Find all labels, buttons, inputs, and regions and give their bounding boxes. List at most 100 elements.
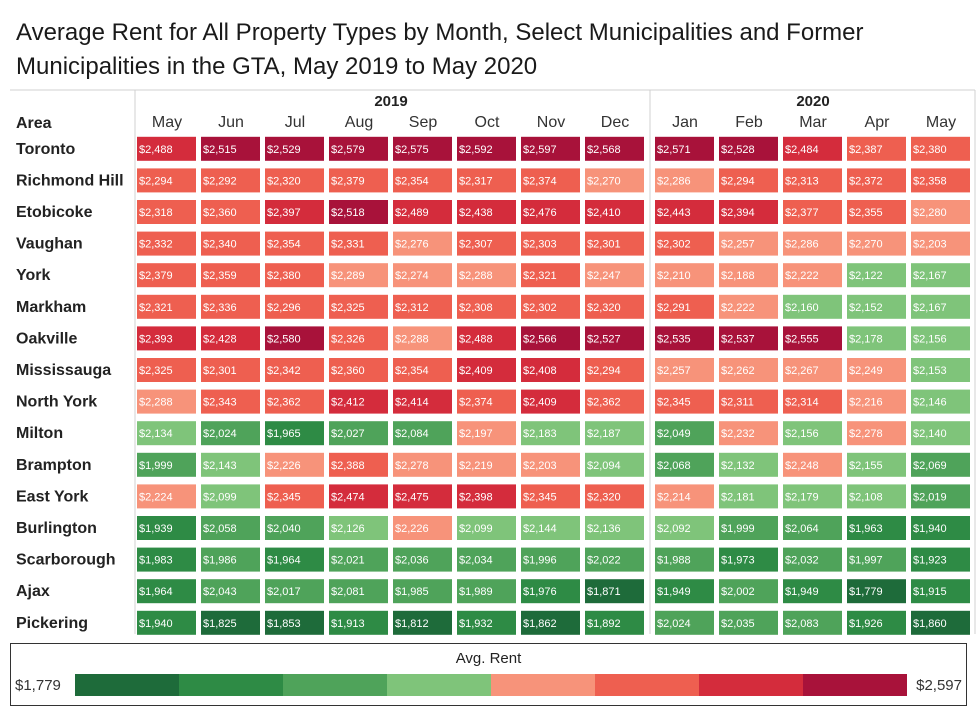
heatmap-cell bbox=[265, 610, 324, 635]
cell-value-label: $2,397 bbox=[267, 207, 301, 219]
heatmap-cell bbox=[393, 358, 452, 382]
cell-value-label: $2,575 bbox=[395, 144, 429, 156]
heatmap-cell bbox=[783, 516, 842, 540]
cell-value-label: $2,178 bbox=[849, 333, 883, 345]
heatmap-cell bbox=[457, 231, 516, 256]
cell-value-label: $2,388 bbox=[331, 460, 365, 472]
cell-value-label: $2,360 bbox=[203, 207, 237, 219]
heatmap-cell bbox=[201, 200, 260, 224]
cell-value-label: $2,143 bbox=[203, 460, 237, 472]
cell-value-label: $1,986 bbox=[203, 555, 237, 567]
cell-value-label: $2,122 bbox=[849, 270, 883, 282]
heatmap-cell bbox=[719, 579, 778, 604]
cell-value-label: $2,203 bbox=[523, 460, 557, 472]
cell-value-label: $2,555 bbox=[785, 333, 819, 345]
cell-value-label: $2,314 bbox=[785, 397, 819, 409]
heatmap-cell bbox=[783, 326, 842, 351]
heatmap-cell bbox=[585, 421, 644, 446]
cell-value-label: $2,152 bbox=[849, 302, 883, 314]
cell-value-label: $2,387 bbox=[849, 144, 883, 156]
heatmap-cell bbox=[521, 421, 580, 446]
month-label: Jul bbox=[285, 114, 305, 131]
legend-swatch bbox=[803, 674, 907, 696]
heatmap-cell bbox=[783, 421, 842, 446]
cell-value-label: $1,932 bbox=[459, 618, 493, 630]
month-label: Jan bbox=[672, 114, 698, 131]
cell-value-label: $2,167 bbox=[913, 270, 947, 282]
heatmap-cell bbox=[521, 389, 580, 414]
heatmap-chart: 2019 2020 Area May Jun Jul Aug Sep Oct Nov Dec Jan F… bbox=[10, 89, 976, 635]
cell-value-label: $2,476 bbox=[523, 207, 557, 219]
cell-value-label: $2,294 bbox=[721, 175, 755, 187]
heatmap-cell bbox=[329, 168, 388, 193]
cell-value-label: $2,257 bbox=[657, 365, 691, 377]
heatmap-cell bbox=[393, 263, 452, 288]
heatmap-cell bbox=[783, 168, 842, 193]
cell-value-label: $2,331 bbox=[331, 239, 365, 251]
month-label: May bbox=[152, 114, 182, 131]
cell-value-label: $2,377 bbox=[785, 207, 819, 219]
heatmap-cell bbox=[265, 136, 324, 161]
heatmap-cell bbox=[265, 547, 324, 572]
row-label: Brampton bbox=[16, 457, 92, 474]
heatmap-cell bbox=[783, 263, 842, 288]
cell-value-label: $2,313 bbox=[785, 175, 819, 187]
heatmap-cell bbox=[393, 136, 452, 161]
heatmap-cell bbox=[265, 358, 324, 382]
heatmap-cell bbox=[655, 579, 714, 604]
cell-value-label: $2,301 bbox=[203, 365, 237, 377]
cell-value-label: $2,312 bbox=[395, 302, 429, 314]
heatmap-cell bbox=[521, 168, 580, 193]
cell-value-label: $2,214 bbox=[657, 491, 691, 503]
heatmap-cell bbox=[393, 579, 452, 604]
heatmap-cell bbox=[719, 263, 778, 288]
heatmap-cell bbox=[521, 516, 580, 540]
heatmap-cell bbox=[521, 610, 580, 635]
heatmap-cell bbox=[911, 200, 970, 224]
heatmap-cell bbox=[201, 484, 260, 509]
heatmap-cell bbox=[457, 610, 516, 635]
cell-value-label: $2,219 bbox=[459, 460, 493, 472]
cell-value-label: $2,326 bbox=[331, 333, 365, 345]
cell-value-label: $1,940 bbox=[913, 523, 947, 535]
heatmap-cell bbox=[265, 389, 324, 414]
heatmap-cell bbox=[585, 358, 644, 382]
heatmap-cell bbox=[521, 547, 580, 572]
cell-value-label: $2,354 bbox=[395, 365, 429, 377]
heatmap-cell bbox=[201, 294, 260, 319]
cell-value-label: $2,036 bbox=[395, 555, 429, 567]
cell-value-label: $2,153 bbox=[913, 365, 947, 377]
heatmap-cell bbox=[201, 610, 260, 635]
heatmap-cell bbox=[655, 484, 714, 509]
cell-value-label: $2,144 bbox=[523, 523, 557, 535]
heatmap-cell bbox=[265, 421, 324, 446]
cell-value-label: $2,146 bbox=[913, 397, 947, 409]
cell-value-label: $2,571 bbox=[657, 144, 691, 156]
cell-value-label: $2,140 bbox=[913, 428, 947, 440]
heatmap-cell bbox=[393, 452, 452, 477]
year-label: 2020 bbox=[796, 93, 829, 110]
heatmap-cell bbox=[655, 421, 714, 446]
heatmap-cell bbox=[783, 610, 842, 635]
heatmap-cell bbox=[655, 294, 714, 319]
cell-value-label: $1,949 bbox=[785, 586, 819, 598]
cell-value-label: $2,167 bbox=[913, 302, 947, 314]
heatmap-cell bbox=[329, 358, 388, 382]
heatmap-cell bbox=[393, 200, 452, 224]
legend-swatch bbox=[595, 674, 699, 696]
heatmap-cell bbox=[847, 610, 906, 635]
heatmap-cell bbox=[329, 263, 388, 288]
cell-value-label: $2,321 bbox=[523, 270, 557, 282]
heatmap-cell bbox=[457, 421, 516, 446]
cell-value-label: $2,197 bbox=[459, 428, 493, 440]
heatmap-cell bbox=[783, 200, 842, 224]
heatmap-cell bbox=[329, 200, 388, 224]
heatmap-cell bbox=[265, 484, 324, 509]
cell-value-label: $2,224 bbox=[139, 491, 173, 503]
month-label: Dec bbox=[601, 114, 629, 131]
row-label: Scarborough bbox=[16, 552, 116, 569]
cell-value-label: $1,923 bbox=[913, 555, 947, 567]
cell-value-label: $1,949 bbox=[657, 586, 691, 598]
cell-value-label: $2,136 bbox=[587, 523, 621, 535]
heatmap-cell bbox=[911, 358, 970, 382]
